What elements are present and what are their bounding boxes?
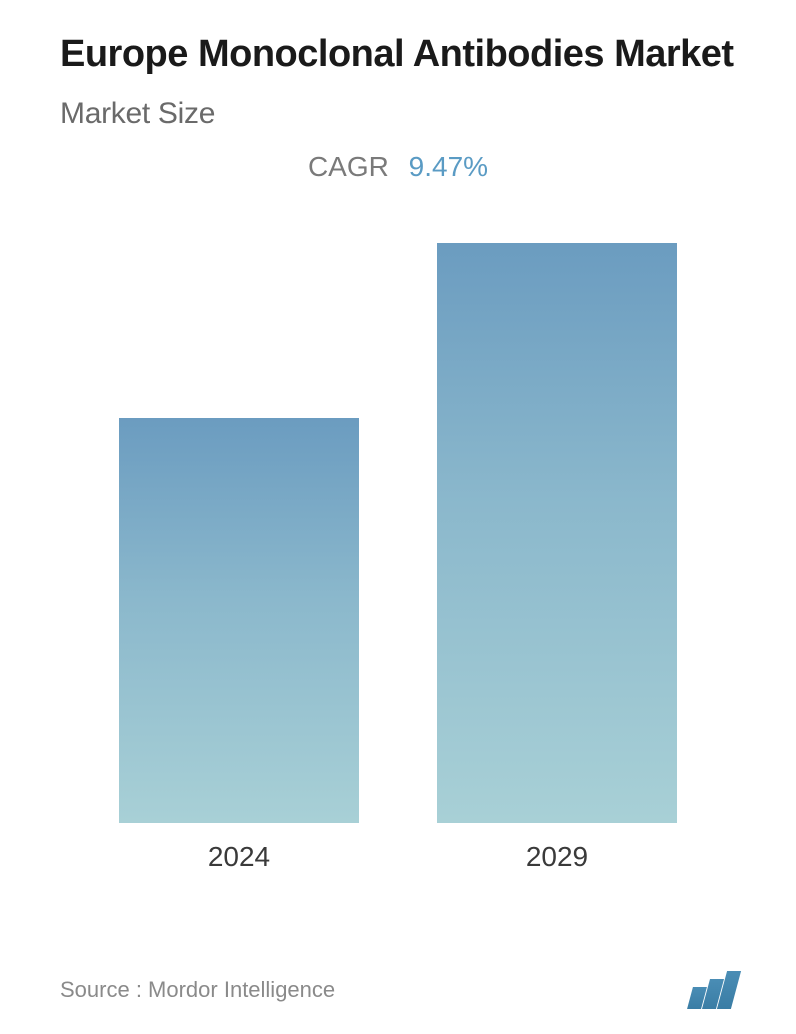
footer: Source : Mordor Intelligence [60, 971, 736, 1009]
bar-2024 [119, 418, 359, 823]
bar-group-2024: 2024 [119, 418, 359, 873]
bar-group-2029: 2029 [437, 243, 677, 873]
cagr-value: 9.47% [409, 151, 488, 182]
bar-label-2024: 2024 [208, 841, 270, 873]
source-text: Source : Mordor Intelligence [60, 977, 335, 1003]
chart-subtitle: Market Size [60, 97, 736, 131]
bar-chart: 2024 2029 [60, 233, 736, 873]
brand-logo-icon [690, 971, 736, 1009]
bar-2029 [437, 243, 677, 823]
cagr-label: CAGR [308, 151, 389, 182]
cagr-row: CAGR 9.47% [60, 151, 736, 183]
chart-title: Europe Monoclonal Antibodies Market [60, 30, 736, 79]
bar-label-2029: 2029 [526, 841, 588, 873]
